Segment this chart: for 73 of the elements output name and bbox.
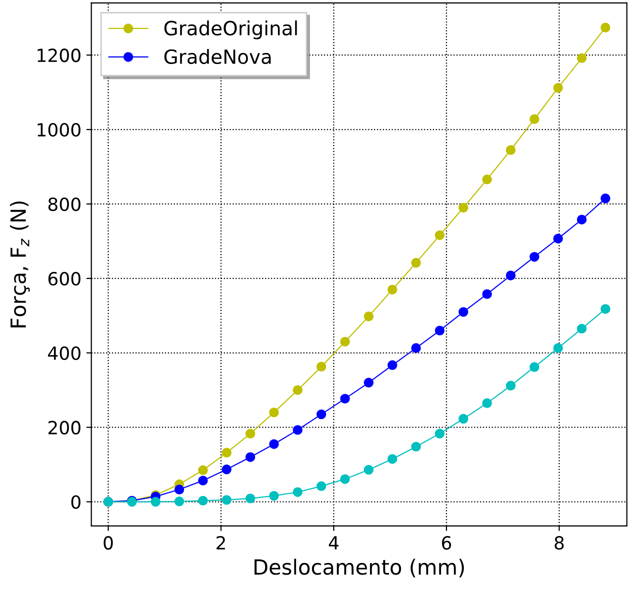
point [292, 385, 303, 395]
point [222, 495, 232, 505]
point [150, 496, 160, 507]
point [364, 312, 374, 322]
y-tick-label: 1000 [38, 122, 80, 137]
y-axis-title: Força, F$_{z}$ (N) [10, 202, 30, 328]
point [364, 378, 374, 388]
point [482, 289, 492, 299]
point [269, 490, 279, 501]
point [269, 439, 279, 449]
point [576, 324, 587, 334]
x-tick-label: 8 [554, 536, 564, 550]
y-tick-label: 400 [48, 346, 80, 360]
point [434, 230, 445, 240]
point [458, 202, 468, 213]
point [198, 465, 208, 476]
x-tick-label: 4 [328, 536, 338, 550]
point [482, 398, 492, 408]
y-tick-label: 800 [48, 197, 80, 212]
point [482, 174, 492, 184]
point [411, 442, 421, 452]
point [222, 464, 232, 474]
point [364, 464, 374, 475]
point [553, 343, 563, 353]
point [387, 454, 398, 464]
legend-label: GradeOriginal [164, 20, 297, 40]
point [506, 145, 516, 155]
x-tick-label: 2 [216, 536, 225, 550]
point [198, 476, 208, 486]
y-tick-label: 0 [71, 495, 80, 509]
point [411, 258, 421, 268]
legend-label: GradeNova [164, 48, 271, 64]
point [269, 408, 279, 418]
point [458, 414, 468, 424]
point [506, 270, 516, 280]
point [292, 487, 303, 497]
y-tick-label: 200 [48, 420, 80, 434]
point [530, 362, 540, 372]
point [576, 214, 587, 224]
point [245, 452, 256, 462]
point [222, 448, 232, 458]
point [530, 114, 540, 124]
point [553, 234, 563, 244]
y-tick-label: 1200 [38, 48, 80, 62]
point [174, 496, 184, 506]
point [340, 336, 350, 347]
point [245, 428, 256, 439]
y-tick-label: 600 [48, 272, 80, 286]
point [316, 409, 326, 420]
point [600, 304, 610, 314]
point [434, 326, 445, 336]
point [576, 53, 587, 63]
point [292, 425, 303, 435]
point [530, 252, 540, 262]
point [411, 343, 421, 353]
point [553, 82, 563, 93]
point [506, 380, 516, 391]
x-axis-title: Deslocamento (mm) [254, 558, 464, 578]
point [316, 362, 326, 372]
point [387, 284, 398, 294]
point [600, 22, 610, 32]
point [387, 360, 398, 370]
point [340, 474, 350, 484]
point [316, 481, 326, 492]
point [458, 307, 468, 317]
point [198, 496, 208, 506]
point [434, 428, 445, 439]
point [340, 394, 350, 404]
x-tick-label: 0 [104, 536, 113, 550]
x-tick-label: 6 [442, 536, 452, 550]
point [245, 494, 256, 504]
point [174, 484, 184, 494]
point [600, 194, 610, 204]
